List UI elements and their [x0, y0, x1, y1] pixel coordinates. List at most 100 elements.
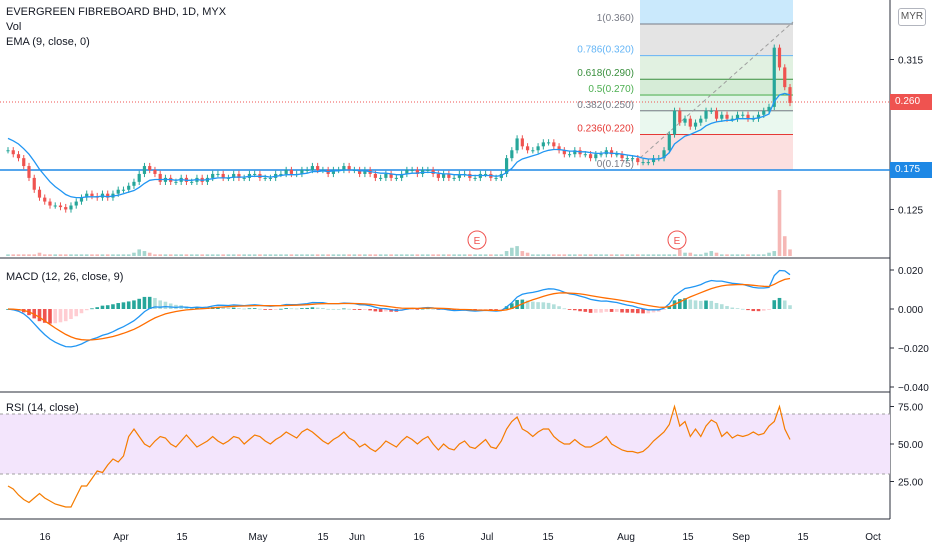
candle-body	[106, 193, 110, 198]
trend-line[interactable]	[639, 21, 794, 159]
volume-bar	[494, 254, 498, 256]
candle-body	[573, 150, 577, 155]
time-tick-12: 15	[797, 532, 809, 543]
fib-zone-top	[640, 0, 793, 24]
volume-bar	[179, 254, 183, 256]
volume-bar	[662, 254, 666, 256]
macd-hist-bar	[37, 309, 42, 322]
volume-bar	[399, 254, 404, 256]
volume-bar	[74, 254, 79, 256]
candle-body	[85, 193, 89, 198]
earnings-marker-1[interactable]: E	[467, 230, 487, 250]
macd-hist-bar	[268, 309, 273, 310]
rsi-legend[interactable]: RSI (14, close)	[6, 402, 79, 414]
macd-hist-bar	[761, 309, 766, 311]
macd-legend[interactable]: MACD (12, 26, close, 9)	[6, 271, 124, 283]
macd-hist-bar	[79, 309, 84, 314]
candle-body	[699, 118, 703, 123]
earnings-marker-2[interactable]: E	[667, 230, 687, 250]
fibonacci-zones	[640, 0, 793, 170]
candle-body	[190, 181, 194, 183]
candle-body	[646, 162, 650, 164]
candle-body	[510, 150, 514, 159]
candle-body	[583, 154, 587, 156]
candle-body	[342, 166, 346, 170]
macd-hist-bar	[772, 300, 777, 309]
earnings-marker-2-label: E	[674, 236, 681, 247]
chart-title[interactable]: EVERGREEN FIBREBOARD BHD, 1D, MYX	[6, 6, 227, 18]
candle-body	[788, 87, 792, 103]
volume-bar	[342, 254, 346, 256]
volume-bar	[121, 254, 126, 256]
volume-bar	[205, 254, 210, 256]
volume-bar	[200, 254, 204, 256]
time-tick-13: Oct	[865, 532, 881, 543]
macd-hist-bar	[289, 308, 294, 310]
currency-button[interactable]: MYR	[898, 8, 926, 26]
volume-bar	[651, 254, 656, 256]
macd-hist-bar	[489, 309, 493, 310]
volume-bar	[520, 251, 525, 256]
macd-hist-bar	[168, 303, 173, 309]
macd-hist-bar	[683, 298, 687, 309]
candle-body	[599, 154, 603, 156]
volume-bar	[415, 254, 420, 256]
macd-hist-bar	[620, 309, 624, 313]
candle-body	[358, 170, 362, 174]
volume-bar	[16, 254, 21, 256]
fib-label-0: 1(0.360)	[597, 13, 634, 24]
macd-hist-bar	[69, 309, 73, 320]
macd-hist-bar	[557, 306, 561, 309]
volume-bar	[105, 254, 110, 256]
fib-label-5: 0.236(0.220)	[577, 123, 634, 134]
candle-body	[688, 118, 692, 127]
volume-bar	[646, 254, 651, 256]
macd-hist-bar	[63, 309, 68, 322]
candle-body	[552, 142, 556, 147]
volume-bar	[174, 254, 178, 256]
volume-bar	[247, 254, 252, 256]
candle-body	[683, 118, 687, 123]
volume-bar	[698, 254, 703, 256]
macd-hist-bar	[237, 308, 241, 309]
volume-bar	[53, 254, 58, 256]
macd-hist-bar	[116, 303, 121, 309]
macd-hist-bar	[373, 309, 378, 312]
candle-body	[216, 173, 220, 175]
macd-hist-bar	[231, 307, 236, 309]
candle-body	[48, 201, 52, 206]
candle-body	[588, 154, 593, 159]
candle-body	[32, 177, 36, 190]
volume-bar	[132, 252, 136, 256]
volume-bar	[709, 251, 714, 256]
volume-bar	[37, 252, 42, 256]
macd-hist-bar	[767, 309, 771, 310]
fib-label-1: 0.786(0.320)	[577, 45, 634, 56]
volume-bar	[305, 254, 309, 256]
candle-body	[557, 146, 561, 151]
candle-body	[74, 201, 78, 206]
macd-hist-bar	[279, 308, 283, 310]
ema-indicator-label[interactable]: EMA (9, close, 0)	[6, 36, 90, 48]
candle-body	[777, 47, 782, 68]
ema-line	[7, 92, 791, 199]
candle-body	[410, 170, 414, 171]
volume-indicator-label[interactable]: Vol	[6, 21, 22, 33]
macd-hist-bar	[252, 308, 257, 309]
candle-body	[373, 173, 377, 178]
macd-hist-bar	[567, 309, 572, 310]
macd-hist-bar	[698, 300, 703, 309]
time-tick-9: Aug	[617, 532, 635, 543]
volume-bar	[90, 254, 94, 256]
candle-body	[746, 114, 750, 119]
candle-body	[567, 154, 572, 156]
volume-bar	[567, 254, 572, 256]
candle-body	[520, 138, 524, 147]
volume-bar	[268, 254, 273, 256]
volume-bar	[735, 254, 740, 256]
volume-bar	[310, 254, 315, 256]
macd-hist-bar	[625, 309, 630, 313]
candle-body	[525, 146, 530, 151]
